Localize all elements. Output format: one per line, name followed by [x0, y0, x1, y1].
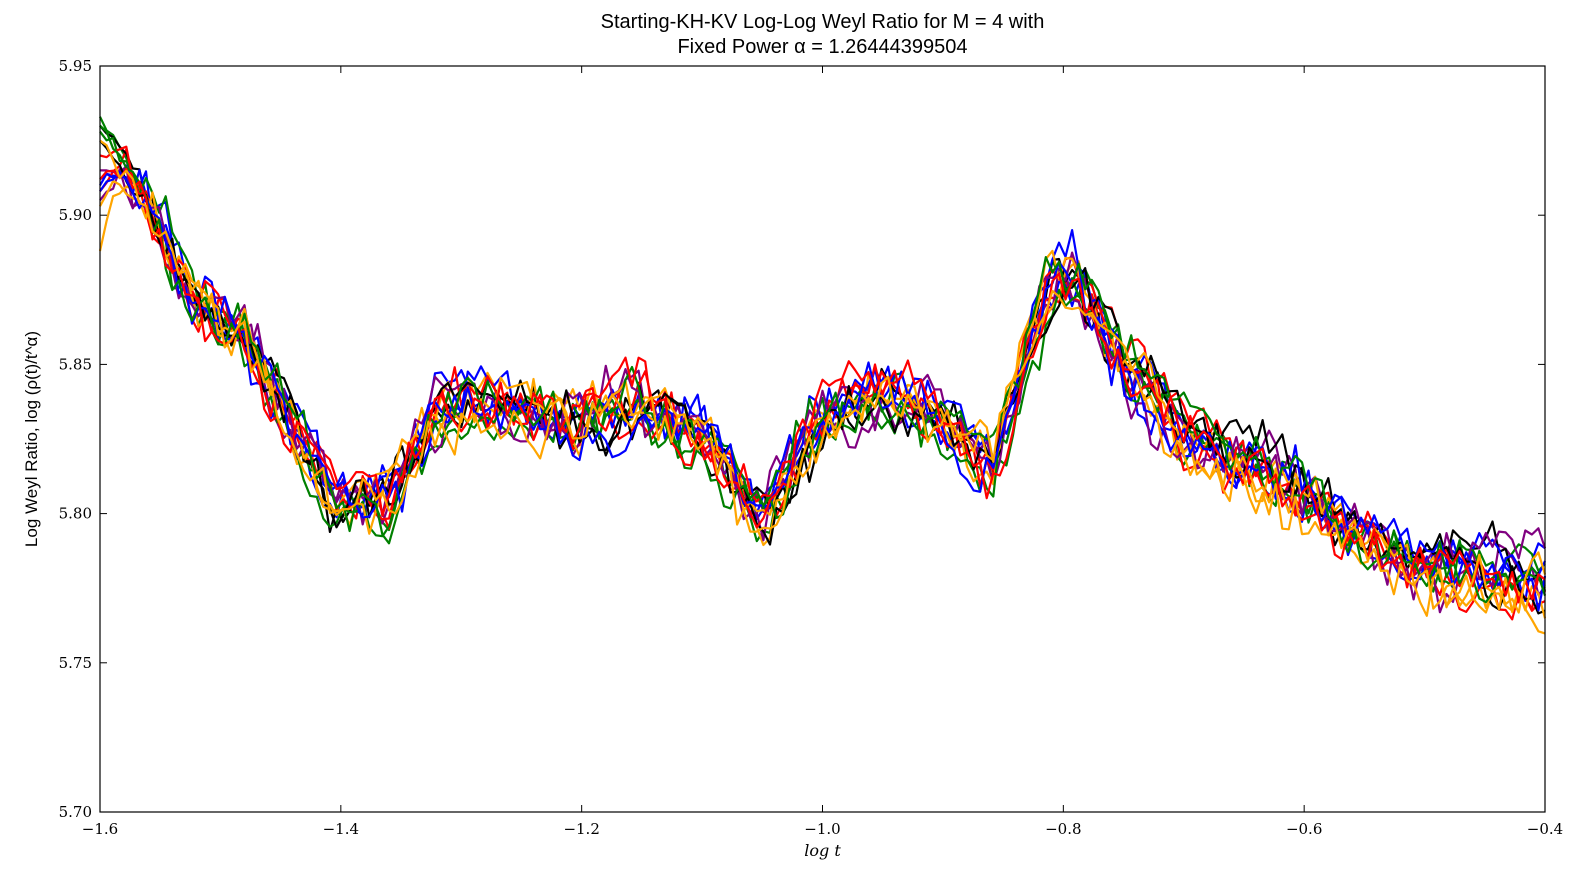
y-tick-label: 5.95	[59, 57, 92, 75]
series-line-15	[99, 167, 1546, 604]
y-tick-label: 5.90	[59, 206, 92, 224]
series-line-6	[98, 180, 1546, 635]
y-axis-label: Log Weyl Ratio, log (ρ(t)/t^α)	[22, 331, 41, 547]
series-line-7	[99, 169, 1546, 587]
x-tick-label: −0.6	[1286, 820, 1322, 838]
tick-layer: −1.6 −1.4 −1.2 −1.0 −0.8 −0.6 −0.4 5.70 5.75 5.80…	[59, 57, 1564, 838]
y-tick-label: 5.80	[59, 505, 92, 523]
x-tick-label: −1.0	[804, 820, 840, 838]
y-tick-label: 5.85	[59, 355, 92, 373]
y-tick-label: 5.70	[59, 803, 92, 821]
series-line-14	[99, 124, 1547, 604]
series-layer	[98, 116, 1547, 635]
chart-title-line2: Fixed Power α = 1.26444399504	[677, 36, 967, 58]
x-tick-label: −1.6	[82, 820, 118, 838]
chart-title-line1: Starting-KH-KV Log-Log Weyl Ratio for M …	[601, 11, 1045, 33]
x-tick-label: −0.4	[1527, 820, 1563, 838]
x-tick-label: −1.2	[563, 820, 599, 838]
series-line-11	[99, 139, 1546, 615]
x-tick-label: −0.8	[1045, 820, 1081, 838]
series-line-3	[99, 148, 1547, 621]
x-axis-label: log t	[804, 841, 841, 860]
series-line-10	[100, 165, 1547, 601]
y-tick-label: 5.75	[59, 654, 92, 672]
x-tick-label: −1.4	[323, 820, 359, 838]
series-line-16	[99, 139, 1547, 614]
